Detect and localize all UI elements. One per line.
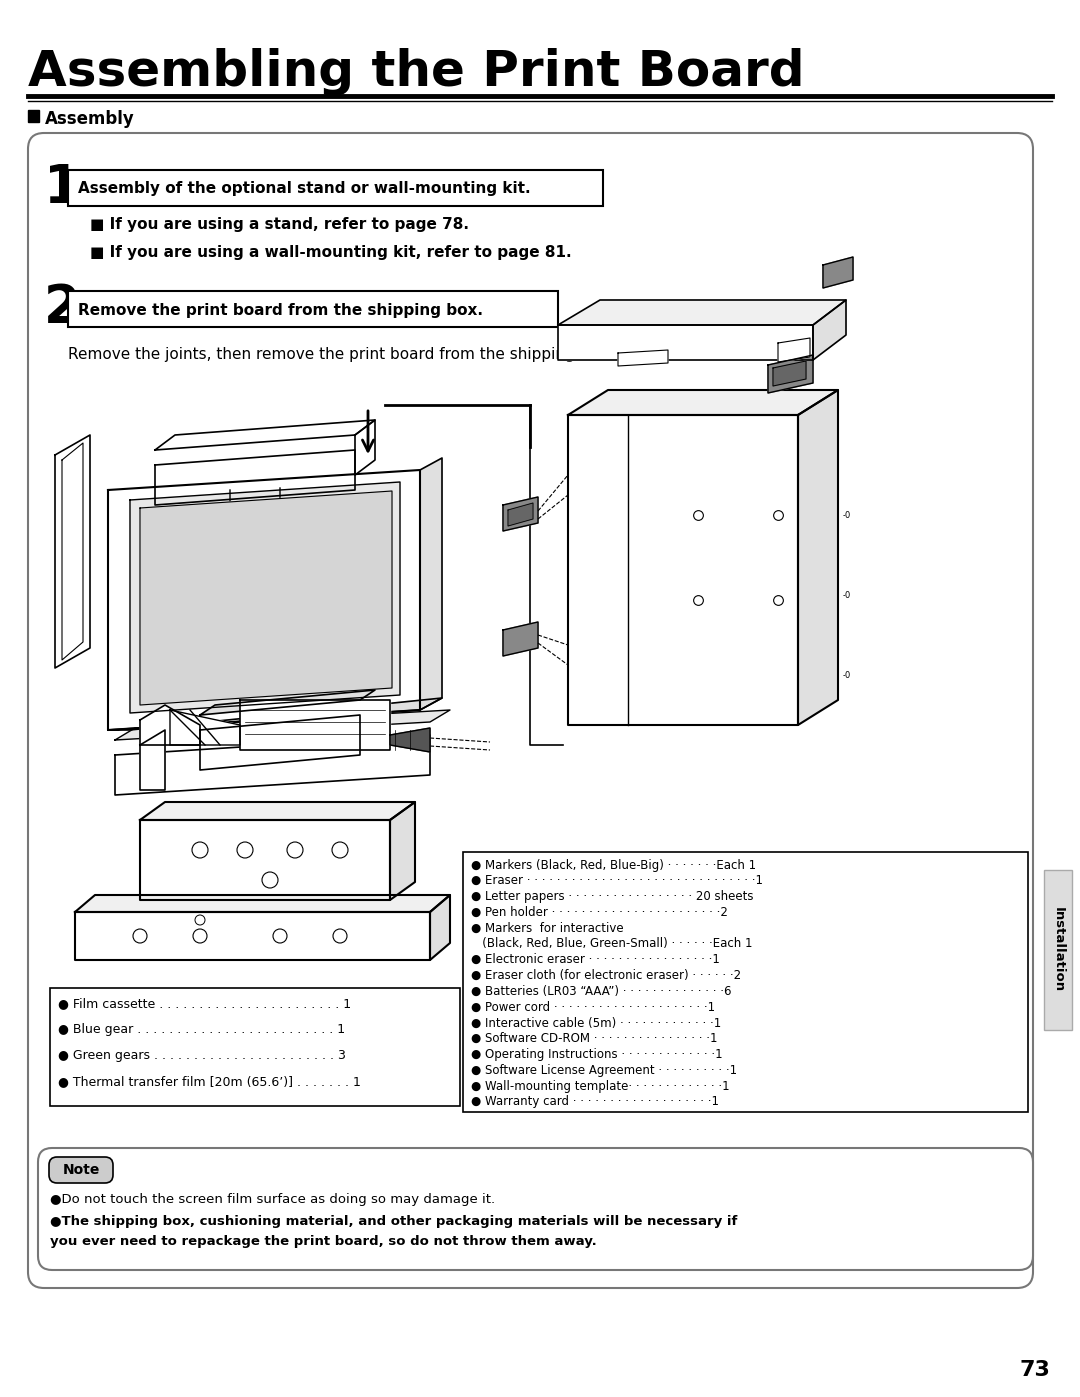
Text: ● Thermal transfer film [20m (65.6’)] . . . . . . . 1: ● Thermal transfer film [20m (65.6’)] . … (58, 1076, 361, 1088)
Polygon shape (420, 458, 442, 710)
Bar (68, 170, 603, 205)
Polygon shape (200, 690, 375, 715)
Text: ● Warranty card · · · · · · · · · · · · · · · · · · ·1: ● Warranty card · · · · · · · · · · · · … (471, 1095, 719, 1108)
Polygon shape (823, 257, 853, 288)
Text: Remove the print board from the shipping box.: Remove the print board from the shipping… (78, 303, 483, 317)
Circle shape (333, 929, 347, 943)
Polygon shape (355, 420, 375, 475)
Text: -0: -0 (843, 510, 851, 520)
Text: ● Batteries (LR03 “AAA”) · · · · · · · · · · · · · ·6: ● Batteries (LR03 “AAA”) · · · · · · · ·… (471, 985, 731, 997)
FancyBboxPatch shape (38, 1148, 1032, 1270)
Text: ● Electronic eraser · · · · · · · · · · · · · · · · ·1: ● Electronic eraser · · · · · · · · · · … (471, 953, 720, 967)
Polygon shape (130, 482, 400, 712)
Text: ● Markers (Black, Red, Blue-Big) · · · · · · ·Each 1: ● Markers (Black, Red, Blue-Big) · · · ·… (471, 859, 756, 872)
FancyBboxPatch shape (28, 133, 1032, 1288)
Text: ● Blue gear . . . . . . . . . . . . . . . . . . . . . . . . . 1: ● Blue gear . . . . . . . . . . . . . . … (58, 1024, 346, 1037)
FancyBboxPatch shape (1044, 870, 1072, 1030)
Polygon shape (200, 715, 360, 770)
Polygon shape (55, 434, 90, 668)
Polygon shape (768, 355, 813, 393)
Text: ● Wall-mounting template· · · · · · · · · · · · ·1: ● Wall-mounting template· · · · · · · · … (471, 1080, 730, 1092)
Polygon shape (503, 497, 538, 531)
Circle shape (287, 842, 303, 858)
Bar (463, 852, 1028, 1112)
Polygon shape (568, 390, 838, 415)
Polygon shape (773, 360, 806, 386)
Circle shape (195, 915, 205, 925)
Polygon shape (390, 802, 415, 900)
Polygon shape (108, 698, 442, 731)
Text: -0: -0 (843, 591, 851, 599)
Polygon shape (156, 450, 355, 504)
FancyBboxPatch shape (49, 1157, 113, 1183)
Polygon shape (75, 895, 450, 912)
Polygon shape (618, 351, 669, 366)
Polygon shape (430, 895, 450, 960)
Text: ● Eraser cloth (for electronic eraser) · · · · · ·2: ● Eraser cloth (for electronic eraser) ·… (471, 970, 741, 982)
Polygon shape (508, 503, 534, 527)
Circle shape (193, 929, 207, 943)
Text: Assembly of the optional stand or wall-mounting kit.: Assembly of the optional stand or wall-m… (78, 182, 530, 197)
Text: ● Letter papers · · · · · · · · · · · · · · · · · 20 sheets: ● Letter papers · · · · · · · · · · · · … (471, 890, 754, 902)
Text: -0: -0 (843, 671, 851, 679)
Polygon shape (140, 731, 165, 789)
Text: ■ If you are using a wall-mounting kit, refer to page 81.: ■ If you are using a wall-mounting kit, … (90, 244, 571, 260)
Polygon shape (503, 622, 538, 657)
Text: ● Pen holder · · · · · · · · · · · · · · · · · · · · · · ·2: ● Pen holder · · · · · · · · · · · · · ·… (471, 905, 728, 919)
Text: (Black, Red, Blue, Green-Small) · · · · · ·Each 1: (Black, Red, Blue, Green-Small) · · · · … (471, 937, 753, 950)
Text: Remove the joints, then remove the print board from the shipping box.: Remove the joints, then remove the print… (68, 348, 612, 362)
Text: ● Software License Agreement · · · · · · · · · ·1: ● Software License Agreement · · · · · ·… (471, 1065, 738, 1077)
Polygon shape (568, 415, 798, 725)
Polygon shape (140, 490, 392, 705)
Text: Installation: Installation (1052, 908, 1065, 992)
Circle shape (237, 842, 253, 858)
Text: Note: Note (63, 1162, 99, 1178)
Circle shape (133, 929, 147, 943)
Circle shape (262, 872, 278, 888)
Bar (68, 291, 558, 327)
Bar (28, 110, 39, 122)
Polygon shape (558, 326, 813, 360)
Text: ● Interactive cable (5m) · · · · · · · · · · · · ·1: ● Interactive cable (5m) · · · · · · · ·… (471, 1017, 721, 1030)
Polygon shape (240, 700, 390, 750)
Text: ●Do not touch the screen film surface as doing so may damage it.: ●Do not touch the screen film surface as… (50, 1193, 495, 1207)
Text: ●The shipping box, cushioning material, and other packaging materials will be ne: ●The shipping box, cushioning material, … (50, 1215, 738, 1228)
Text: ● Power cord · · · · · · · · · · · · · · · · · · · · ·1: ● Power cord · · · · · · · · · · · · · ·… (471, 1000, 715, 1014)
Polygon shape (170, 710, 240, 745)
Text: ● Eraser · · · · · · · · · · · · · · · · · · · · · · · · · · · · · · ·1: ● Eraser · · · · · · · · · · · · · · · ·… (471, 875, 762, 887)
Text: ■ If you are using a stand, refer to page 78.: ■ If you are using a stand, refer to pag… (90, 218, 469, 232)
Text: ● Markers  for interactive: ● Markers for interactive (471, 922, 623, 935)
Text: Assembling the Print Board: Assembling the Print Board (28, 47, 805, 96)
Polygon shape (778, 338, 810, 362)
Circle shape (192, 842, 208, 858)
Polygon shape (114, 735, 430, 795)
Bar (50, 988, 460, 1106)
Text: 73: 73 (1020, 1361, 1051, 1380)
Text: 2: 2 (44, 282, 81, 334)
Circle shape (332, 842, 348, 858)
Polygon shape (813, 300, 846, 360)
Polygon shape (390, 728, 430, 752)
Polygon shape (75, 912, 430, 960)
Polygon shape (108, 469, 420, 731)
Polygon shape (140, 705, 200, 745)
Text: 1: 1 (44, 162, 81, 214)
Polygon shape (140, 820, 390, 900)
Text: ● Film cassette . . . . . . . . . . . . . . . . . . . . . . . 1: ● Film cassette . . . . . . . . . . . . … (58, 997, 351, 1010)
Text: you ever need to repackage the print board, so do not throw them away.: you ever need to repackage the print boa… (50, 1235, 597, 1249)
Polygon shape (798, 390, 838, 725)
Text: Assembly: Assembly (45, 110, 135, 129)
Circle shape (273, 929, 287, 943)
Text: ● Software CD-ROM · · · · · · · · · · · · · · · ·1: ● Software CD-ROM · · · · · · · · · · · … (471, 1032, 717, 1045)
Polygon shape (156, 420, 375, 450)
Text: ● Green gears . . . . . . . . . . . . . . . . . . . . . . . 3: ● Green gears . . . . . . . . . . . . . … (58, 1049, 346, 1063)
Polygon shape (140, 802, 415, 820)
Polygon shape (558, 300, 846, 326)
Polygon shape (114, 710, 450, 740)
Text: ● Operating Instructions · · · · · · · · · · · · ·1: ● Operating Instructions · · · · · · · ·… (471, 1048, 723, 1062)
